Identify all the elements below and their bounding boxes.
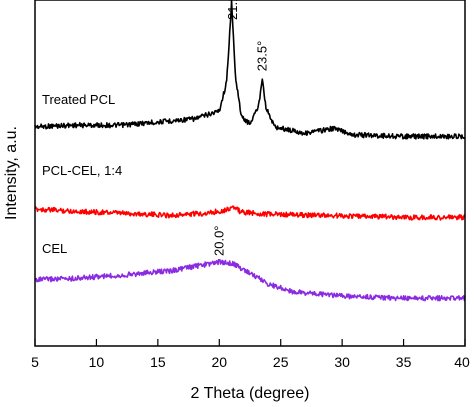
x-axis-ticks: 5 10 15 20 25 30 35 40 <box>31 339 470 370</box>
peak-annotations: 21.1° 23.5° 20.0° <box>211 0 269 256</box>
y-axis-title: Intensity, a.u. <box>3 126 20 220</box>
series-line-cel <box>34 258 466 302</box>
x-tick-label: 30 <box>334 354 350 370</box>
series-label-pcl-cel: PCL-CEL, 1:4 <box>42 163 122 178</box>
x-axis-title: 2 Theta (degree) <box>191 385 310 402</box>
x-tick-label: 15 <box>150 354 166 370</box>
series-label-cel: CEL <box>42 241 67 256</box>
x-tick-label: 35 <box>396 354 412 370</box>
x-tick-label: 40 <box>454 354 470 370</box>
x-tick-label: 25 <box>273 354 289 370</box>
series-traces <box>34 0 466 302</box>
series-line-treated-pcl <box>34 0 466 140</box>
series-labels: Treated PCL PCL-CEL, 1:4 CEL <box>42 92 122 256</box>
x-tick-label: 5 <box>31 354 39 370</box>
peak-annotation: 21.1° <box>225 0 240 20</box>
x-tick-label: 20 <box>211 354 227 370</box>
plot-frame <box>34 0 466 347</box>
series-line-pcl-cel-1-4 <box>34 205 466 221</box>
peak-annotation: 20.0° <box>211 225 226 256</box>
x-tick-label: 10 <box>89 354 105 370</box>
peak-annotation: 23.5° <box>254 41 269 72</box>
series-label-treated-pcl: Treated PCL <box>42 92 115 107</box>
